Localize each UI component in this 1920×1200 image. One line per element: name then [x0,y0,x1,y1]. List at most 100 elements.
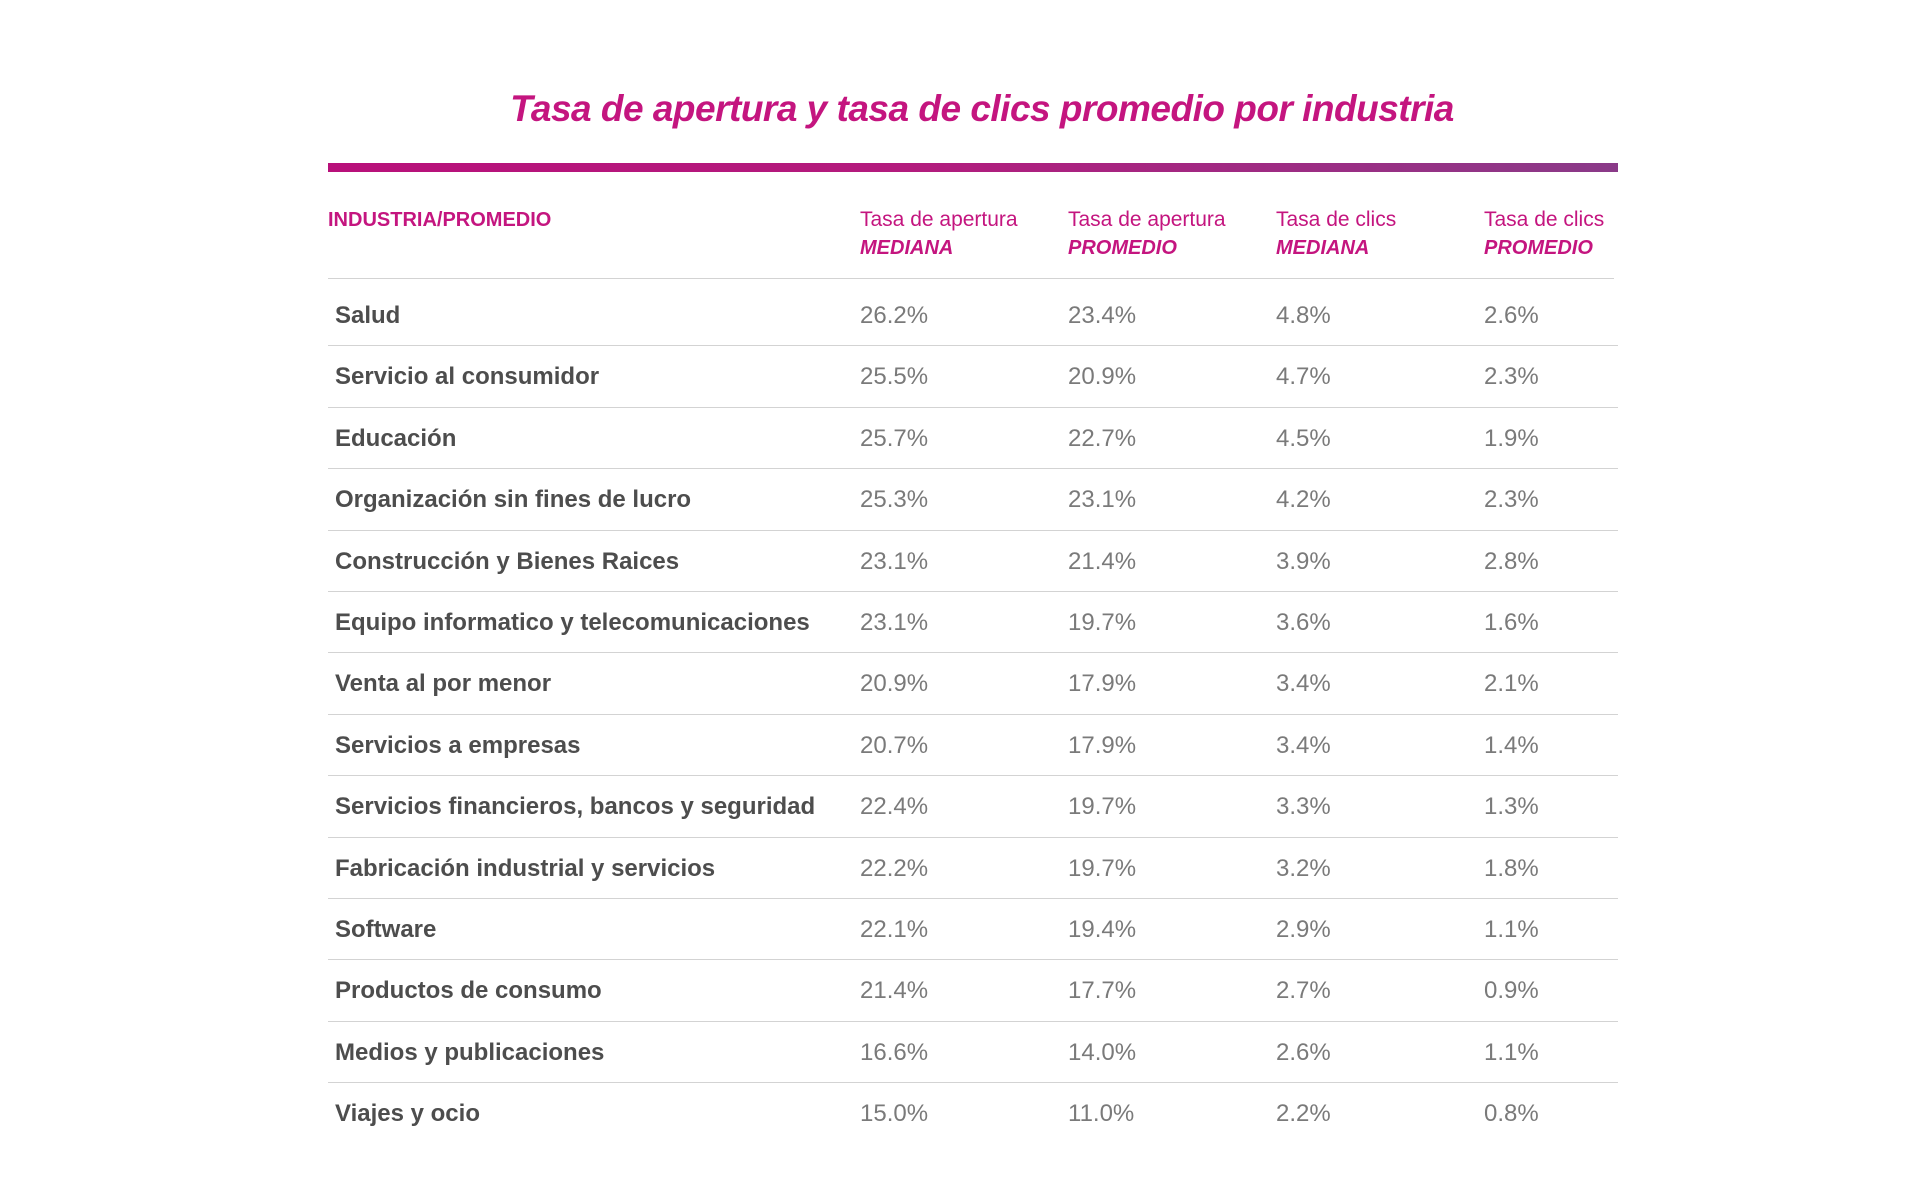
row-divider [328,836,1618,838]
click-rate-average-value: 0.8% [1484,1100,1539,1128]
click-rate-average-value: 2.6% [1484,302,1539,329]
row-divider [328,775,1618,777]
industry-name: Viajes y ocio [335,1100,480,1128]
open-rate-average-value: 19.7% [1068,608,1137,636]
open-rate-average-value: 17.7% [1068,977,1137,1005]
industry-name: Fabricación industrial y servicios [335,854,716,882]
industry-name: Venta al por menor [335,670,552,698]
header-open-rate-median: Tasa de apertura MEDIANA [860,206,1018,262]
table-row: Fabricación industrial y servicios 22.2% 1… [328,838,1618,899]
row-divider [328,529,1618,531]
click-rate-median-value: 3.4% [1276,670,1331,698]
click-rate-median-value: 2.2% [1276,1100,1331,1128]
open-rate-median-value: 22.1% [860,915,929,943]
click-rate-average-value: 1.1% [1484,1038,1539,1066]
header-click-rate-average-line2: PROMEDIO [1484,237,1593,259]
header-open-rate-average-line1: Tasa de apertura [1068,208,1226,231]
industry-name: Software [335,915,437,943]
open-rate-median-value: 20.7% [860,731,929,759]
click-rate-average-value: 1.9% [1484,424,1539,452]
open-rate-average-value: 19.7% [1068,854,1137,882]
table-row: Equipo informatico y telecomunicaciones 2… [328,592,1618,654]
click-rate-median-value: 2.6% [1276,1038,1331,1066]
row-divider [328,406,1618,408]
header-open-rate-median-line1: Tasa de apertura [860,208,1018,231]
click-rate-average-value: 1.4% [1484,731,1539,759]
open-rate-average-value: 22.7% [1068,424,1137,452]
header-open-rate-average: Tasa de apertura PROMEDIO [1068,206,1226,262]
header-click-rate-average: Tasa de clics PROMEDIO [1484,206,1604,262]
open-rate-median-value: 23.1% [860,608,929,636]
row-divider [328,590,1618,592]
click-rate-median-value: 3.4% [1276,731,1331,759]
header-open-rate-average-line2: PROMEDIO [1068,237,1177,259]
click-rate-average-value: 2.1% [1484,670,1539,698]
table-row: Servicios financieros, bancos y segurida… [328,776,1618,838]
open-rate-median-value: 25.5% [860,363,929,391]
click-rate-median-value: 4.8% [1276,302,1331,329]
header-open-rate-median-line2: MEDIANA [860,237,954,259]
chart-title: Tasa de apertura y tasa de clics promedi… [510,88,1454,129]
row-divider [328,713,1618,715]
open-rate-median-value: 22.2% [860,854,929,882]
industry-name: Servicios a empresas [335,731,581,759]
industry-name: Servicio al consumidor [335,363,600,391]
open-rate-median-value: 26.2% [860,302,929,329]
click-rate-average-value: 1.1% [1484,915,1539,943]
table-body: Salud 26.2% 23.4% 4.8% 2.6% Servicio al consu… [328,285,1618,1144]
click-rate-median-value: 2.9% [1276,915,1331,943]
open-rate-median-value: 25.7% [860,424,929,452]
click-rate-average-value: 2.3% [1484,363,1539,391]
click-rate-median-value: 3.9% [1276,547,1331,575]
table-row: Construcción y Bienes Raices 23.1% 21.4% 3.… [328,531,1618,592]
open-rate-average-value: 20.9% [1068,363,1137,391]
open-rate-average-value: 21.4% [1068,547,1137,575]
open-rate-median-value: 16.6% [860,1038,929,1066]
row-divider [328,897,1618,899]
click-rate-median-value: 2.7% [1276,977,1331,1005]
row-divider [328,1082,1618,1084]
open-rate-average-value: 14.0% [1068,1038,1137,1066]
header-click-rate-median-line2: MEDIANA [1276,237,1370,259]
row-divider [328,959,1618,961]
header-industry: INDUSTRIA/PROMEDIO [328,209,552,231]
header-click-rate-median-line1: Tasa de clics [1276,208,1397,231]
table-row: Software 22.1% 19.4% 2.9% 1.1% [328,899,1618,961]
open-rate-average-value: 11.0% [1068,1100,1135,1128]
open-rate-average-value: 17.9% [1068,670,1137,698]
header-click-rate-average-line1: Tasa de clics [1484,208,1605,231]
table-row: Viajes y ocio 15.0% 11.0% 2.2% 0.8% [328,1083,1618,1144]
industry-name: Servicios financieros, bancos y segurida… [335,793,816,821]
open-rate-median-value: 23.1% [860,547,929,575]
click-rate-average-value: 1.3% [1484,793,1539,821]
industry-name: Equipo informatico y telecomunicaciones [335,608,810,636]
header-click-rate-median: Tasa de clics MEDIANA [1276,206,1396,262]
row-divider [328,345,1618,347]
click-rate-average-value: 1.8% [1484,854,1539,882]
table-row: Organización sin fines de lucro 25.3% 23.1… [328,469,1618,531]
industry-name: Construcción y Bienes Raices [335,547,680,575]
open-rate-median-value: 15.0% [860,1100,929,1128]
row-divider [328,1020,1618,1022]
open-rate-average-value: 23.4% [1068,302,1137,329]
open-rate-median-value: 22.4% [860,793,929,821]
open-rate-average-value: 19.4% [1068,915,1137,943]
click-rate-median-value: 3.2% [1276,854,1331,882]
table-row: Productos de consumo 21.4% 17.7% 2.7% 0.9% [328,960,1618,1022]
click-rate-average-value: 2.3% [1484,486,1539,514]
industry-name: Educación [335,424,457,452]
click-rate-median-value: 3.6% [1276,608,1331,636]
open-rate-median-value: 25.3% [860,486,929,514]
click-rate-median-value: 4.5% [1276,424,1331,452]
row-divider [328,652,1618,654]
open-rate-average-value: 17.9% [1068,731,1137,759]
industry-name: Organización sin fines de lucro [335,486,692,514]
table-row: Venta al por menor 20.9% 17.9% 3.4% 2.1% [328,653,1618,715]
table-row: Salud 26.2% 23.4% 4.8% 2.6% [328,285,1618,347]
click-rate-average-value: 2.8% [1484,547,1539,575]
table-row: Medios y publicaciones 16.6% 14.0% 2.6% 1.1% [328,1022,1618,1084]
open-rate-average-value: 19.7% [1068,793,1137,821]
click-rate-median-value: 4.2% [1276,486,1331,514]
click-rate-average-value: 1.6% [1484,608,1539,636]
row-divider [328,468,1618,470]
